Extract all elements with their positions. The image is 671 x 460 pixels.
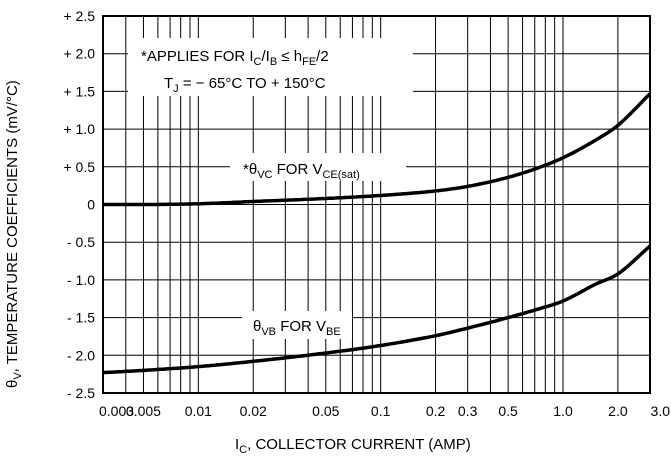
plot-frame: [102, 15, 651, 394]
x-axis-title: IC, COLLECTOR CURRENT (AMP): [235, 436, 471, 456]
x-tick-label: 0.02: [240, 403, 267, 419]
vbe-label-box: [242, 311, 352, 339]
x-tick-label: 0.01: [185, 403, 212, 419]
x-tick-label: 0.1: [371, 403, 391, 419]
y-tick-label: + 1.5: [63, 83, 95, 99]
y-axis-title: θV, TEMPERATURE COEFFICIENTS (mV/°C): [4, 80, 24, 388]
note-line-2: TJ = − 65°C TO + 150°C: [164, 75, 326, 95]
x-tick-label: 0.2: [426, 403, 446, 419]
y-tick-label: - 1.5: [67, 310, 95, 326]
vce-label-box: [230, 153, 406, 181]
y-tick-label: - 0.5: [67, 234, 95, 250]
y-tick-label: + 2.0: [63, 46, 95, 62]
x-tick-label: 2.0: [608, 403, 628, 419]
y-tick-label: - 1.0: [67, 272, 95, 288]
x-tick-label: 0.003: [99, 403, 134, 419]
x-tick-label: 1.0: [553, 403, 573, 419]
note-box: [128, 38, 413, 96]
series-line-vce-sat: [103, 92, 652, 207]
y-tick-label: 0: [87, 197, 95, 213]
y-tick-label: + 0.5: [63, 159, 95, 175]
x-tick-label: 3.0: [651, 403, 671, 419]
series-line-vbe: [102, 244, 652, 375]
x-tick-label: 0.5: [498, 403, 518, 419]
y-tick-label: - 2.5: [67, 385, 95, 401]
series-layer: [102, 92, 652, 375]
y-tick-label: + 2.5: [63, 8, 95, 24]
x-tick-label: 0.005: [126, 403, 161, 419]
y-tick-labels: + 2.5 + 2.0 + 1.5 + 1.0 + 0.5 0 - 0.5 - 1.0 - 1.…: [63, 8, 95, 401]
y-tick-label: - 2.0: [67, 347, 95, 363]
note-line-1: *APPLIES FOR IC/IB ≤ hFE/2: [141, 48, 329, 68]
y-tick-label: + 1.0: [63, 121, 95, 137]
x-tick-label: 0.05: [312, 403, 339, 419]
x-tick-label: 0.3: [458, 403, 478, 419]
